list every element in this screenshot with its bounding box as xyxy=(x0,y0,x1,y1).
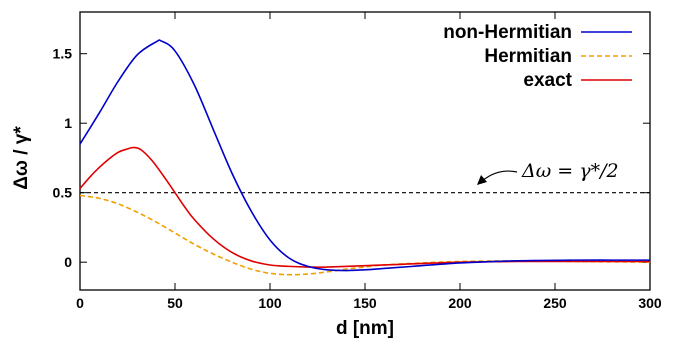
y-axis-title: Δω / γ* xyxy=(11,126,32,190)
x-tick-label: 200 xyxy=(448,295,472,311)
x-tick-label: 0 xyxy=(76,295,84,311)
legend: non-Hermitian Hermitian exact xyxy=(443,22,632,91)
x-tick-label: 300 xyxy=(638,295,662,311)
axis-ticks: 0 50 100 150 200 250 300 0 0.5 1 1.5 xyxy=(53,12,662,311)
series-line-exact xyxy=(79,146,650,268)
x-tick-label: 150 xyxy=(353,295,377,311)
x-tick-label: 100 xyxy=(258,295,282,311)
legend-label: exact xyxy=(523,70,572,91)
annotation-arrowhead xyxy=(477,175,487,185)
legend-label: non-Hermitian xyxy=(443,22,572,43)
series-line-non-hermitian xyxy=(79,39,650,272)
y-tick-label: 0 xyxy=(64,254,72,270)
annotation-text: Δω = γ*/2 xyxy=(521,160,619,182)
series-group xyxy=(79,39,651,276)
x-tick-label: 250 xyxy=(543,295,567,311)
legend-label: Hermitian xyxy=(484,46,572,67)
x-axis-title: d [nm] xyxy=(336,318,394,339)
annotation-arrow xyxy=(481,170,518,182)
y-tick-label: 1.5 xyxy=(53,46,73,62)
series-line-hermitian xyxy=(79,194,651,276)
x-tick-label: 50 xyxy=(167,295,183,311)
y-tick-label: 1 xyxy=(64,115,72,131)
y-tick-label: 0.5 xyxy=(53,185,73,201)
